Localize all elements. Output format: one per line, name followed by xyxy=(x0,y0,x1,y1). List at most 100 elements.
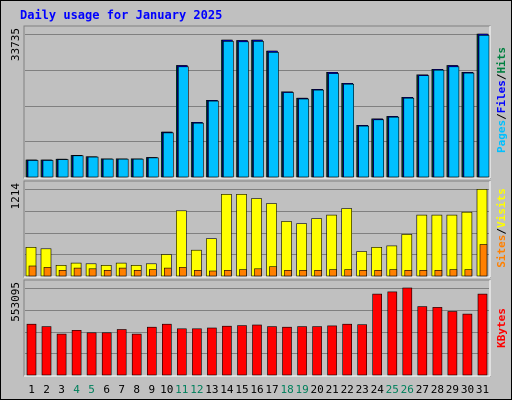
panel-visits-max-label: 1214 xyxy=(9,183,22,210)
bar-sites-day-19 xyxy=(299,269,307,277)
bar-pages-day-17 xyxy=(268,52,279,178)
x-tick-label-day-14: 14 xyxy=(220,383,234,396)
bar-kbytes-day-11 xyxy=(177,328,187,376)
bar-pages-day-18 xyxy=(283,92,294,178)
bar-pages-day-24 xyxy=(373,119,385,178)
bar-pages-day-5 xyxy=(87,156,99,178)
bar-sites-day-24 xyxy=(374,269,383,277)
x-tick-label-day-13: 13 xyxy=(205,383,218,396)
chart-title: Daily usage for January 2025 xyxy=(20,8,222,22)
bar-pages-day-30 xyxy=(463,72,475,178)
bar-pages-day-20 xyxy=(313,89,324,178)
panel-hits-legend: Pages/Files/Hits xyxy=(495,47,508,153)
bar-kbytes-day-27 xyxy=(417,306,428,376)
bar-sites-day-20 xyxy=(314,269,322,277)
bar-pages-day-6 xyxy=(102,158,114,178)
legend-part: / xyxy=(495,73,508,80)
legend-part: KBytes xyxy=(495,308,508,348)
x-tick-label-day-9: 9 xyxy=(148,383,155,396)
bar-pages-day-28 xyxy=(433,69,445,178)
bar-pages-day-31 xyxy=(478,35,490,178)
bar-kbytes-day-6 xyxy=(101,332,112,376)
bar-sites-day-11 xyxy=(179,267,187,277)
x-tick-label-day-5: 5 xyxy=(88,383,95,396)
bar-pages-day-10 xyxy=(163,132,174,178)
legend-part: Hits xyxy=(495,47,508,74)
bar-sites-day-30 xyxy=(464,269,473,277)
panel-kbytes-legend: KBytes xyxy=(495,308,508,348)
bar-pages-day-7 xyxy=(117,158,129,178)
bar-kbytes-day-29 xyxy=(447,311,458,376)
bar-sites-day-31 xyxy=(479,244,488,277)
bar-kbytes-day-13 xyxy=(207,327,217,376)
bar-visits-day-26 xyxy=(401,234,413,277)
bar-visits-day-22 xyxy=(341,208,353,277)
x-tick-label-day-22: 22 xyxy=(341,383,354,396)
x-tick-label-day-1: 1 xyxy=(28,383,35,396)
bar-visits-day-20 xyxy=(311,218,322,277)
bar-kbytes-day-16 xyxy=(252,324,262,376)
bar-sites-day-3 xyxy=(58,269,67,277)
x-tick-label-day-15: 15 xyxy=(235,383,248,396)
bar-kbytes-day-4 xyxy=(71,329,82,376)
x-tick-label-day-19: 19 xyxy=(295,383,308,396)
x-tick-label-day-23: 23 xyxy=(356,383,369,396)
bar-sites-day-28 xyxy=(434,269,443,277)
bar-kbytes-day-24 xyxy=(372,293,383,376)
bar-sites-day-25 xyxy=(389,269,398,277)
x-tick-label-day-25: 25 xyxy=(386,383,399,396)
bar-sites-day-23 xyxy=(359,269,368,277)
bar-visits-day-29 xyxy=(446,214,458,277)
bar-kbytes-day-2 xyxy=(41,326,52,376)
x-tick-label-day-31: 31 xyxy=(476,383,489,396)
bar-sites-day-21 xyxy=(329,269,337,277)
bar-visits-day-13 xyxy=(206,238,217,277)
bar-visits-day-18 xyxy=(281,221,292,277)
x-tick-label-day-28: 28 xyxy=(431,383,444,396)
bar-pages-day-27 xyxy=(418,75,430,178)
bar-pages-day-1 xyxy=(27,160,39,178)
bar-kbytes-day-15 xyxy=(237,325,247,376)
bar-pages-day-25 xyxy=(388,116,400,178)
x-tick-label-day-16: 16 xyxy=(250,383,263,396)
bar-visits-day-17 xyxy=(266,203,277,277)
bar-visits-day-19 xyxy=(296,223,307,277)
bar-pages-day-16 xyxy=(253,41,264,178)
bar-visits-day-11 xyxy=(176,210,187,277)
bar-sites-day-14 xyxy=(224,269,232,277)
x-tick-label-day-26: 26 xyxy=(401,383,414,396)
bar-sites-day-22 xyxy=(344,269,353,277)
bar-sites-day-1 xyxy=(28,265,37,277)
bar-pages-day-22 xyxy=(343,83,355,178)
legend-part: Files xyxy=(495,80,508,113)
x-tick-label-day-4: 4 xyxy=(73,383,80,396)
x-axis-labels: 1 2 3 4 5 6 7 8 9 10 11 12 13 14 15 16 17 18 19 20 21 22 23 24 2… xyxy=(28,383,489,396)
bar-sites-day-9 xyxy=(149,269,157,277)
bar-sites-day-10 xyxy=(164,267,172,277)
x-tick-label-day-27: 27 xyxy=(416,383,429,396)
legend-part: Visits xyxy=(495,188,508,228)
bar-sites-day-13 xyxy=(209,270,217,277)
bar-pages-day-9 xyxy=(148,157,159,178)
legend-part: / xyxy=(495,228,508,235)
bar-kbytes-day-3 xyxy=(56,333,67,376)
bar-kbytes-day-26 xyxy=(402,287,413,376)
x-tick-label-day-11: 11 xyxy=(175,383,188,396)
bar-sites-day-18 xyxy=(284,269,292,277)
bar-kbytes-day-20 xyxy=(312,326,322,376)
x-tick-label-day-3: 3 xyxy=(58,383,65,396)
bar-kbytes-day-22 xyxy=(342,323,353,376)
bar-pages-day-11 xyxy=(178,66,189,178)
x-tick-label-day-30: 30 xyxy=(461,383,474,396)
bar-sites-day-29 xyxy=(449,269,458,277)
x-tick-label-day-12: 12 xyxy=(190,383,203,396)
bar-kbytes-day-10 xyxy=(162,323,172,376)
bar-pages-day-21 xyxy=(328,73,339,178)
bar-visits-day-28 xyxy=(431,214,443,277)
bar-visits-day-15 xyxy=(236,194,247,277)
x-tick-label-day-2: 2 xyxy=(43,383,50,396)
bar-kbytes-day-18 xyxy=(282,326,292,376)
bar-kbytes-day-1 xyxy=(26,323,37,376)
